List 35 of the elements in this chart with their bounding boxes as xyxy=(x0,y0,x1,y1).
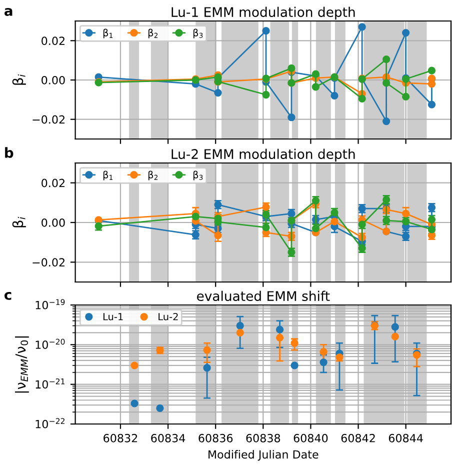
legend-label: β$_{3}$ xyxy=(193,28,203,38)
y-tick-label: 10$^{−21}$ xyxy=(36,378,65,389)
x-tick-label: 60834 xyxy=(151,434,186,442)
x-tick-label: 60844 xyxy=(388,434,423,442)
legend-label: β$_{3}$ xyxy=(193,170,203,180)
x-tick-label: 60832 xyxy=(104,434,138,442)
y-axis-title: β$_{i}$ xyxy=(12,216,26,228)
x-tick-label: 60840 xyxy=(294,434,328,442)
y-axis-title: |ν$_{EMM}$/ν$_{0}$| xyxy=(14,336,29,393)
x-tick-label: 60842 xyxy=(341,434,375,442)
y-tick-label: 0.00 xyxy=(42,76,65,84)
y-tick-label: 10$^{−22}$ xyxy=(36,418,64,428)
text: a xyxy=(4,8,12,16)
legend-label: β$_{1}$ xyxy=(103,28,113,38)
y-tick-label: 0.02 xyxy=(42,36,64,46)
legend-label: β$_{2}$ xyxy=(148,170,158,180)
x-tick-label: 60836 xyxy=(198,434,233,442)
x-axis-title: Modified Julian Date xyxy=(208,450,318,461)
y-tick-label: −0.02 xyxy=(32,258,64,267)
legend-label: Lu-1 xyxy=(103,313,123,320)
y-tick-label: 10$^{−19}$ xyxy=(36,299,65,310)
chart-title: Lu-2 EMM modulation depth xyxy=(172,148,355,162)
text: c xyxy=(4,292,12,300)
y-tick-label: 0.02 xyxy=(42,178,64,188)
legend-label: β$_{1}$ xyxy=(103,170,113,180)
legend-label: β$_{2}$ xyxy=(148,28,158,38)
x-tick-label: 60838 xyxy=(246,434,280,442)
text: b xyxy=(5,147,14,158)
legend-label: Lu-2 xyxy=(158,312,178,320)
chart-title: Lu-1 EMM modulation depth xyxy=(172,6,355,20)
y-axis-title: β$_{i}$ xyxy=(12,74,26,85)
y-tick-label: 0.00 xyxy=(42,218,65,227)
chart-title: evaluated EMM shift xyxy=(196,290,330,302)
y-tick-label: −0.02 xyxy=(32,115,64,124)
y-tick-label: 10$^{−20}$ xyxy=(36,338,65,349)
